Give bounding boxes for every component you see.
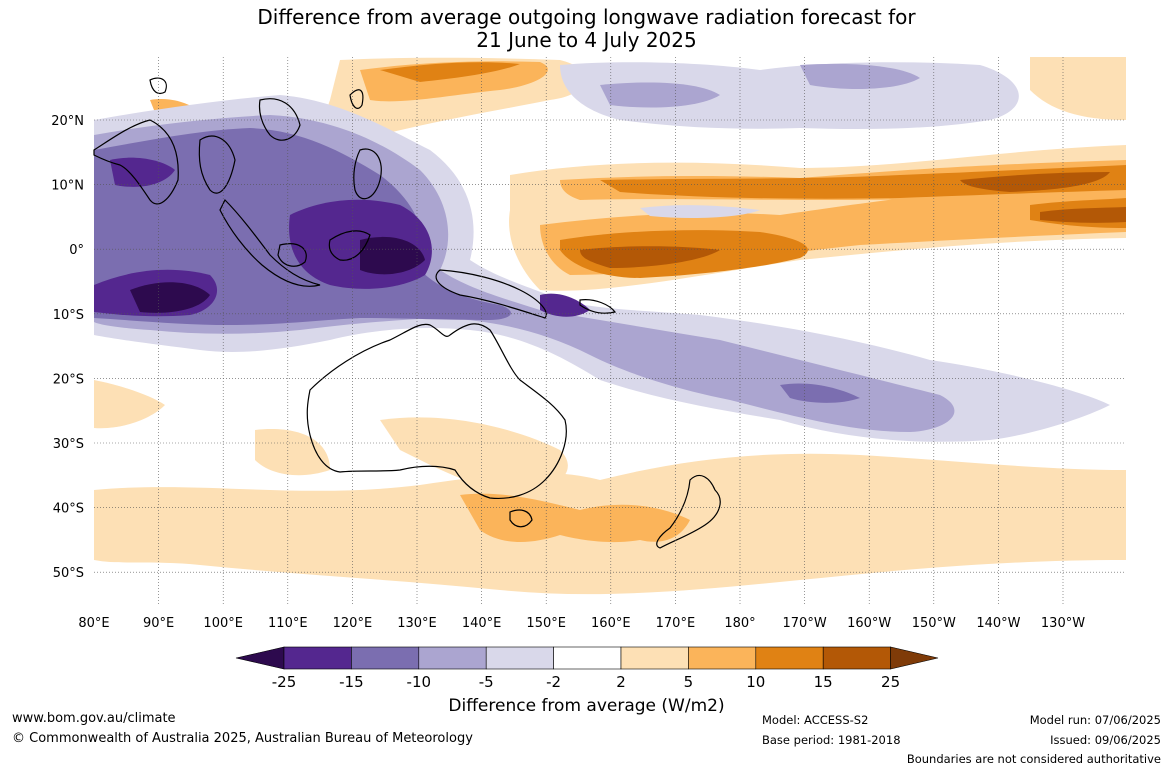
map-title-line-2: 21 June to 4 July 2025	[476, 28, 697, 52]
longitude-label: 130°W	[1041, 616, 1085, 631]
longitude-label: 110°E	[268, 616, 308, 631]
colorbar-segment	[620, 646, 689, 670]
colorbar-segment	[283, 646, 352, 670]
colorbar-tick-label: -5	[479, 673, 494, 691]
longitude-label: 140°E	[462, 616, 502, 631]
latitude-labels: 20°N 10°N 0° 10°S 20°S 30°S 40°S 50°S	[51, 114, 84, 581]
latitude-label: 10°S	[53, 308, 84, 323]
latitude-label: 40°S	[53, 502, 84, 517]
model-run-text: Model run: 07/06/2025	[1029, 713, 1161, 727]
latitude-label: 20°S	[53, 372, 84, 387]
colorbar-segment	[822, 646, 891, 670]
website-link[interactable]: www.bom.gov.au/climate	[12, 711, 176, 726]
longitude-label: 140°W	[976, 616, 1020, 631]
longitude-label: 80°E	[78, 616, 109, 631]
colorbar-tick-label: 15	[814, 673, 833, 691]
longitude-label: 180°	[724, 616, 755, 631]
latitude-label: 50°S	[53, 566, 84, 581]
issued-text: Issued: 09/06/2025	[1050, 733, 1161, 747]
longitude-label: 100°E	[203, 616, 243, 631]
copyright-text: © Commonwealth of Australia 2025, Austra…	[12, 731, 473, 746]
colorbar-tick-label: -15	[339, 673, 364, 691]
latitude-label: 30°S	[53, 437, 84, 452]
coastlines	[93, 77, 721, 549]
longitude-label: 160°W	[847, 616, 891, 631]
colorbar-max-arrow	[890, 646, 939, 670]
colorbar-tick-label: -2	[546, 673, 561, 691]
colorbar-segment	[418, 646, 487, 670]
longitude-label: 160°E	[591, 616, 631, 631]
latitude-label: 20°N	[51, 114, 84, 129]
longitude-label: 120°E	[333, 616, 373, 631]
colorbar-tick-label: 2	[616, 673, 626, 691]
colorbar	[235, 646, 939, 670]
colorbar-title: Difference from average (W/m2)	[448, 696, 725, 716]
colorbar-tick-labels: -25 -15 -10 -5 -2 2 5 10 15 25	[272, 673, 900, 691]
model-text: Model: ACCESS-S2	[762, 713, 869, 727]
colorbar-tick-label: 25	[881, 673, 900, 691]
colorbar-segment	[485, 646, 554, 670]
longitude-label: 170°E	[656, 616, 696, 631]
longitude-label: 150°W	[912, 616, 956, 631]
colorbar-tick-label: -10	[407, 673, 432, 691]
map-title-line-1: Difference from average outgoing longwav…	[257, 5, 916, 29]
colorbar-tick-label: -25	[272, 673, 297, 691]
colorbar-segment	[553, 646, 622, 670]
colorbar-tick-label: 5	[684, 673, 694, 691]
longitude-labels: 80°E 90°E 100°E 110°E 120°E 130°E 140°E 150°E 16…	[78, 616, 1085, 631]
latitude-label: 0°	[69, 243, 84, 258]
latitude-label: 10°N	[51, 179, 84, 194]
colorbar-segment	[351, 646, 420, 670]
longitude-label: 150°E	[526, 616, 566, 631]
gridlines	[94, 57, 1126, 605]
olr-anomaly-fill	[94, 57, 1127, 595]
map-panel	[93, 57, 1127, 605]
colorbar-segment	[688, 646, 757, 670]
colorbar-tick-label: 10	[746, 673, 765, 691]
base-period-text: Base period: 1981-2018	[762, 733, 901, 747]
disclaimer-text: Boundaries are not considered authoritat…	[906, 752, 1161, 766]
longitude-label: 170°W	[783, 616, 827, 631]
colorbar-min-arrow	[235, 646, 285, 670]
colorbar-segment	[755, 646, 824, 670]
longitude-label: 90°E	[143, 616, 174, 631]
longitude-label: 130°E	[397, 616, 437, 631]
